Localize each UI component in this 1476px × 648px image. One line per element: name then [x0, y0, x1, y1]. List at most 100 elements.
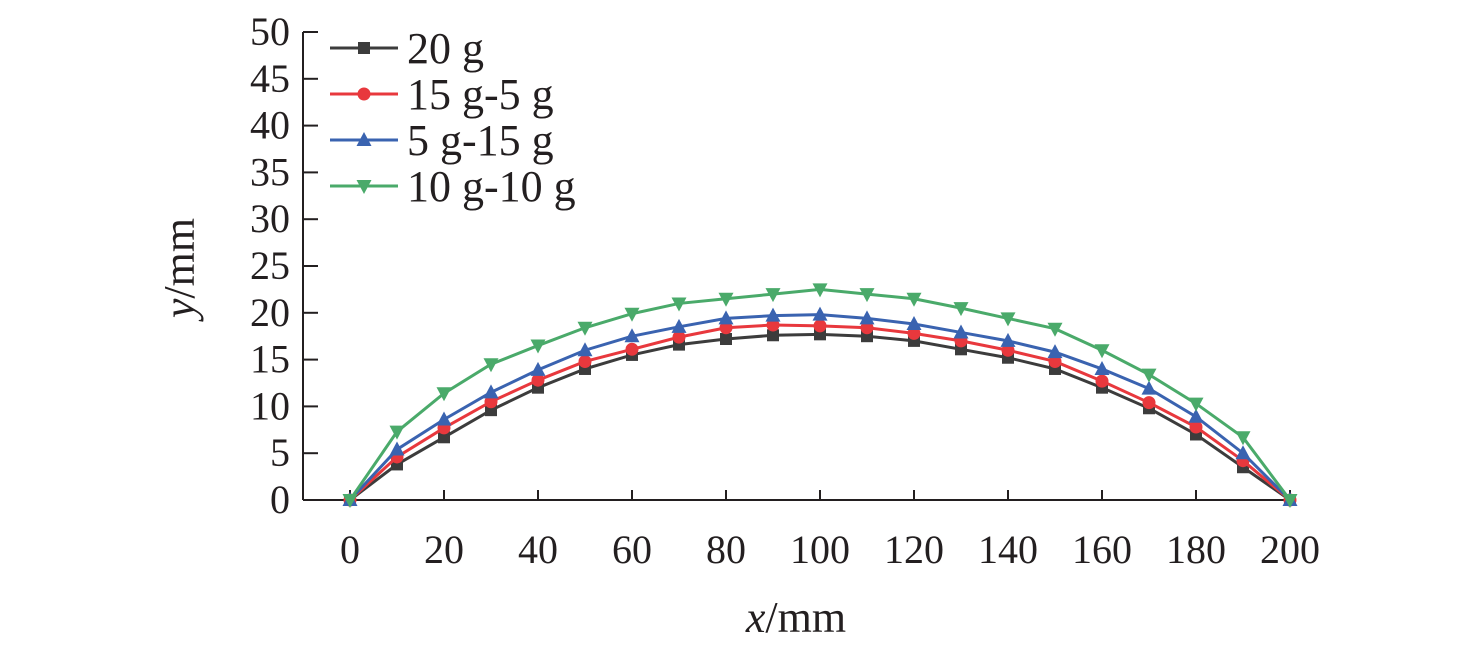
- legend-marker: [356, 132, 372, 146]
- data-point: [671, 297, 687, 312]
- data-point: [718, 292, 734, 307]
- data-point: [859, 310, 875, 325]
- data-point: [1095, 374, 1109, 388]
- data-point: [906, 316, 922, 331]
- series-4: [342, 283, 1298, 508]
- data-point: [953, 302, 969, 317]
- legend-label: 15 g-5 g: [407, 70, 554, 119]
- y-axis-var: y: [155, 298, 204, 322]
- data-point: [906, 292, 922, 307]
- data-point: [578, 354, 592, 368]
- data-point: [436, 387, 452, 402]
- data-point: [720, 333, 732, 346]
- y-tick-label: 40: [250, 103, 290, 148]
- data-point: [1188, 397, 1204, 412]
- data-point: [342, 494, 358, 508]
- data-point: [859, 288, 875, 303]
- data-point: [767, 329, 779, 342]
- x-tick-label: 200: [1260, 527, 1320, 572]
- legend-item: 5 g-15 g: [330, 116, 554, 165]
- data-point: [483, 384, 499, 399]
- y-tick-label: 0: [270, 477, 290, 522]
- legend-label: 5 g-15 g: [407, 116, 554, 165]
- data-point: [389, 441, 405, 456]
- series-1: [344, 328, 1296, 506]
- legend-marker: [357, 87, 371, 101]
- data-point: [1235, 431, 1251, 446]
- data-point: [1048, 354, 1062, 368]
- data-point: [718, 310, 734, 325]
- data-point: [671, 318, 687, 333]
- data-point: [1094, 344, 1110, 359]
- data-point: [530, 339, 546, 354]
- legend: 20 g15 g-5 g5 g-15 g10 g-10 g: [330, 24, 576, 211]
- y-axis-title: y/mm: [155, 218, 204, 322]
- x-tick-label: 0: [340, 527, 360, 572]
- legend-item: 10 g-10 g: [330, 162, 576, 211]
- y-tick-label: 5: [270, 430, 290, 475]
- x-axis-unit: /mm: [765, 593, 846, 642]
- data-point: [812, 306, 828, 321]
- data-point: [1142, 396, 1156, 410]
- legend-item: 20 g: [330, 24, 484, 73]
- series-layer: [342, 283, 1298, 508]
- data-point: [907, 326, 921, 340]
- data-point: [1188, 408, 1204, 423]
- x-tick-label: 180: [1166, 527, 1226, 572]
- data-point: [483, 358, 499, 373]
- data-point: [530, 361, 546, 376]
- data-point: [1001, 343, 1015, 357]
- x-axis-title: x/mm: [745, 593, 846, 642]
- data-point: [1141, 368, 1157, 383]
- x-tick-label: 160: [1072, 527, 1132, 572]
- data-point: [719, 321, 733, 335]
- y-tick-label: 45: [250, 56, 290, 101]
- series-3: [342, 306, 1298, 506]
- data-point: [1282, 494, 1298, 508]
- x-tick-label: 120: [884, 527, 944, 572]
- data-point: [1141, 380, 1157, 395]
- data-point: [577, 342, 593, 357]
- legend-label: 20 g: [407, 24, 484, 73]
- data-point: [624, 328, 640, 343]
- data-point: [765, 307, 781, 322]
- y-tick-label: 50: [250, 9, 290, 54]
- x-tick-label: 80: [706, 527, 746, 572]
- data-point: [436, 411, 452, 426]
- data-point: [438, 431, 450, 444]
- legend-marker: [356, 180, 372, 194]
- data-point: [1047, 322, 1063, 337]
- data-point: [812, 283, 828, 298]
- x-tick-label: 60: [612, 527, 652, 572]
- data-point: [1189, 420, 1203, 434]
- data-point: [389, 425, 405, 440]
- y-axis-unit: /mm: [155, 218, 204, 299]
- x-axis-var: x: [745, 593, 766, 642]
- y-tick-label: 20: [250, 290, 290, 335]
- x-ticks: 0 20 40 60 80 100 120 140 160 180 200: [340, 490, 1320, 572]
- data-point: [531, 373, 545, 387]
- y-tick-label: 10: [250, 383, 290, 428]
- data-point: [860, 321, 874, 335]
- data-point: [624, 307, 640, 322]
- legend-item: 15 g-5 g: [330, 70, 554, 119]
- data-point: [953, 324, 969, 339]
- y-tick-label: 25: [250, 243, 290, 288]
- x-tick-label: 20: [424, 527, 464, 572]
- data-point: [1235, 445, 1251, 460]
- data-point: [672, 330, 686, 344]
- data-point: [484, 395, 498, 409]
- x-tick-label: 100: [790, 527, 850, 572]
- data-point: [813, 319, 827, 333]
- legend-marker: [358, 42, 370, 54]
- data-point: [577, 321, 593, 336]
- data-point: [625, 342, 639, 356]
- y-tick-label: 30: [250, 196, 290, 241]
- y-tick-label: 15: [250, 337, 290, 382]
- data-point: [766, 318, 780, 332]
- data-point: [1094, 360, 1110, 375]
- data-point: [1000, 332, 1016, 347]
- data-point: [765, 288, 781, 303]
